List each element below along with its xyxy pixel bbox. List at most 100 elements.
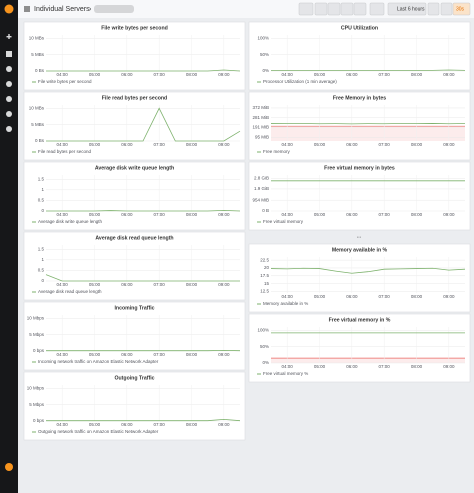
x-tick-label: 07:00 xyxy=(154,142,166,147)
panel-title: File read bytes per second xyxy=(102,95,167,101)
x-tick-label: 06:00 xyxy=(121,352,133,357)
x-tick-label: 04:00 xyxy=(282,294,294,299)
panel-title: CPU Utilization xyxy=(341,25,378,31)
y-tick-label: 100% xyxy=(257,35,269,40)
x-tick-label: 04:00 xyxy=(282,212,294,217)
x-tick-label: 09:00 xyxy=(443,72,455,77)
collapsed-row[interactable]: ... xyxy=(356,234,361,240)
star-btn[interactable] xyxy=(314,2,328,16)
legend-label: Outgoing network traffic on Amazon Elast… xyxy=(38,429,159,434)
config-icon[interactable] xyxy=(6,96,12,102)
y-tick-label: 0% xyxy=(262,360,269,365)
x-tick-label: 07:00 xyxy=(379,294,391,299)
settings-icon[interactable] xyxy=(6,111,12,117)
x-tick-label: 08:00 xyxy=(411,142,423,147)
y-tick-label: 10 Mbps xyxy=(27,315,45,320)
y-tick-label: 281 MiB xyxy=(252,115,269,120)
x-tick-label: 09:00 xyxy=(443,364,455,369)
series-line xyxy=(45,274,240,282)
x-tick-label: 09:00 xyxy=(218,282,230,287)
y-tick-label: 12.5 xyxy=(260,289,269,294)
x-tick-label: 04:00 xyxy=(57,282,69,287)
x-tick-label: 06:00 xyxy=(346,142,358,147)
sidebar xyxy=(0,0,18,493)
y-tick-label: 15 xyxy=(264,281,270,286)
tv-btn[interactable] xyxy=(369,2,385,16)
settings-btn[interactable] xyxy=(353,2,367,16)
panel-title: Memory available in % xyxy=(332,247,388,253)
y-tick-label: 0 B xyxy=(262,208,269,213)
x-tick-label: 07:00 xyxy=(154,212,166,217)
x-tick-label: 08:00 xyxy=(186,212,198,217)
dashboard-title[interactable]: Individual Servers xyxy=(34,6,90,13)
x-tick-label: 04:00 xyxy=(57,142,69,147)
shield-icon[interactable] xyxy=(6,126,12,132)
refresh-btn[interactable] xyxy=(440,2,453,16)
save-btn[interactable] xyxy=(340,2,354,16)
user-avatar[interactable] xyxy=(5,463,13,471)
legend-label: Free memory xyxy=(263,149,291,154)
x-tick-label: 07:00 xyxy=(379,72,391,77)
y-tick-label: 0 xyxy=(41,208,44,213)
x-tick-label: 06:00 xyxy=(121,72,133,77)
y-tick-label: 10 Mbps xyxy=(27,385,45,390)
x-tick-label: 07:00 xyxy=(379,142,391,147)
panel xyxy=(23,21,246,91)
panel xyxy=(23,371,246,441)
x-tick-label: 06:00 xyxy=(346,294,358,299)
x-tick-label: 06:00 xyxy=(346,72,358,77)
add-panel-btn[interactable] xyxy=(298,2,314,16)
x-tick-label: 05:00 xyxy=(314,294,326,299)
x-tick-label: 04:00 xyxy=(282,142,294,147)
x-tick-label: 09:00 xyxy=(443,142,455,147)
y-tick-label: 5 Mbps xyxy=(29,402,45,407)
legend-label: File read bytes per second xyxy=(38,149,92,154)
x-tick-label: 04:00 xyxy=(57,72,69,77)
toolbar xyxy=(298,2,471,16)
add-icon-v[interactable] xyxy=(8,34,10,39)
y-tick-label: 95 MiB xyxy=(255,134,269,139)
time-picker[interactable] xyxy=(387,2,427,16)
panel-title: File write bytes per second xyxy=(101,25,168,31)
panel xyxy=(23,231,246,301)
x-tick-label: 05:00 xyxy=(89,212,101,217)
x-tick-label: 06:00 xyxy=(121,282,133,287)
x-tick-label: 08:00 xyxy=(411,294,423,299)
explore-icon[interactable] xyxy=(6,66,12,72)
panel xyxy=(23,301,246,371)
threshold-area xyxy=(271,358,465,363)
y-tick-label: 1 xyxy=(41,257,44,262)
x-tick-label: 08:00 xyxy=(186,142,198,147)
y-tick-label: 10 MBs xyxy=(29,35,45,40)
series-line xyxy=(46,69,241,72)
x-tick-label: 05:00 xyxy=(89,72,101,77)
time-range[interactable]: Last 6 hours xyxy=(397,6,425,12)
zoom-btn[interactable] xyxy=(427,2,440,16)
x-tick-label: 06:00 xyxy=(121,212,133,217)
panel xyxy=(248,21,471,91)
x-tick-label: 08:00 xyxy=(186,422,198,427)
blurred-name xyxy=(94,5,134,13)
alerts-icon[interactable] xyxy=(6,81,12,87)
y-tick-label: 100% xyxy=(257,327,269,332)
refresh-interval[interactable] xyxy=(452,2,471,16)
y-tick-label: 0 xyxy=(41,278,44,283)
y-tick-label: 1 xyxy=(41,187,44,192)
series-line xyxy=(270,267,466,274)
sidebar-icons xyxy=(6,34,12,132)
dashboards-icon[interactable] xyxy=(6,51,12,57)
x-tick-label: 09:00 xyxy=(443,212,455,217)
x-tick-label: 06:00 xyxy=(121,142,133,147)
breadcrumb-sep: › xyxy=(89,6,92,13)
x-tick-label: 06:00 xyxy=(346,212,358,217)
panel-title: Free Memory in bytes xyxy=(333,95,386,101)
logo[interactable] xyxy=(4,4,14,14)
series-line xyxy=(46,209,241,212)
x-tick-label: 07:00 xyxy=(154,72,166,77)
dashboard-icon xyxy=(24,6,30,12)
share-btn[interactable] xyxy=(327,2,341,16)
refresh-value[interactable]: 30s xyxy=(456,6,465,12)
x-tick-label: 08:00 xyxy=(186,72,198,77)
